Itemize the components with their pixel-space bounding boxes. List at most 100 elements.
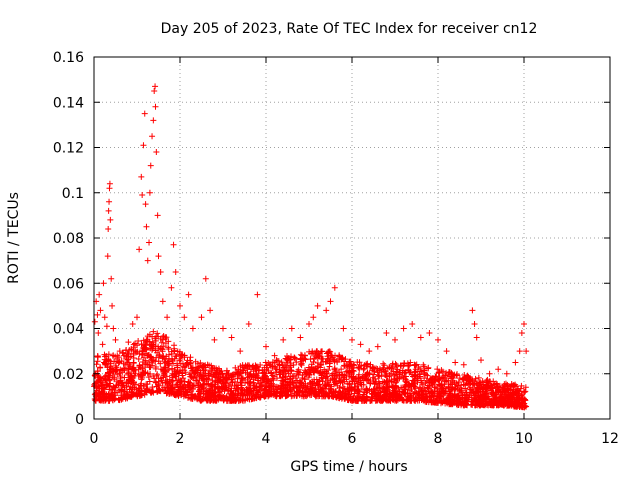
roti-point xyxy=(159,298,166,305)
roti-point xyxy=(200,363,207,370)
roti-point xyxy=(497,392,504,399)
roti-point xyxy=(169,365,176,372)
roti-point xyxy=(155,382,162,389)
roti-point xyxy=(223,384,230,391)
roti-point xyxy=(243,390,250,397)
roti-point xyxy=(517,385,524,392)
roti-point xyxy=(125,371,132,378)
roti-point xyxy=(407,368,414,375)
roti-point xyxy=(131,384,138,391)
roti-point xyxy=(172,391,179,398)
roti-point xyxy=(168,372,175,379)
roti-point xyxy=(381,362,388,369)
roti-point xyxy=(149,133,156,140)
roti-point xyxy=(237,363,244,370)
roti-point xyxy=(466,378,473,385)
roti-point xyxy=(269,372,276,379)
roti-point xyxy=(346,386,353,393)
roti-point xyxy=(326,348,333,355)
roti-point xyxy=(274,357,281,364)
roti-point xyxy=(104,364,111,371)
roti-point xyxy=(486,378,493,385)
roti-point xyxy=(208,382,215,389)
roti-point xyxy=(247,370,254,377)
roti-point xyxy=(228,372,235,379)
roti-point xyxy=(109,302,116,309)
roti-point xyxy=(279,389,286,396)
roti-point xyxy=(372,375,379,382)
roti-point xyxy=(461,371,468,378)
roti-point xyxy=(279,367,286,374)
y-tick-label: 0.16 xyxy=(53,50,84,66)
x-tick-label: 10 xyxy=(515,431,533,447)
roti-point xyxy=(312,391,319,398)
roti-point xyxy=(475,394,482,401)
roti-point xyxy=(223,394,230,401)
roti-point xyxy=(213,370,220,377)
roti-point xyxy=(182,369,189,376)
roti-point xyxy=(355,382,362,389)
roti-point xyxy=(271,352,278,359)
roti-point xyxy=(362,395,369,402)
roti-point xyxy=(446,390,453,397)
roti-point xyxy=(194,360,201,367)
roti-point xyxy=(141,391,148,398)
roti-point xyxy=(162,387,169,394)
roti-point xyxy=(460,361,467,368)
roti-point xyxy=(369,364,376,371)
roti-point xyxy=(153,354,160,361)
roti-point xyxy=(162,363,169,370)
roti-point xyxy=(153,333,160,340)
roti-point xyxy=(181,314,188,321)
roti-point xyxy=(147,364,154,371)
roti-point xyxy=(145,374,152,381)
roti-point xyxy=(433,373,440,380)
roti-point xyxy=(512,381,519,388)
roti-point xyxy=(152,83,159,90)
roti-point xyxy=(327,385,334,392)
roti-point xyxy=(426,385,433,392)
roti-point xyxy=(130,355,137,362)
roti-point xyxy=(97,364,104,371)
roti-point xyxy=(421,367,428,374)
roti-point xyxy=(348,373,355,380)
roti-point xyxy=(394,369,401,376)
roti-point xyxy=(426,330,433,337)
roti-point xyxy=(288,325,295,332)
roti-point xyxy=(121,390,128,397)
roti-point xyxy=(333,380,340,387)
roti-point xyxy=(111,358,118,365)
y-tick-label: 0.14 xyxy=(53,95,84,111)
roti-point xyxy=(489,400,496,407)
roti-point xyxy=(197,397,204,404)
roti-point xyxy=(339,389,346,396)
roti-point xyxy=(302,368,309,375)
roti-point xyxy=(430,375,437,382)
roti-point xyxy=(422,394,429,401)
roti-point xyxy=(460,376,467,383)
roti-point xyxy=(215,394,222,401)
roti-point xyxy=(343,376,350,383)
roti-point xyxy=(522,388,529,395)
roti-point xyxy=(364,370,371,377)
roti-point xyxy=(97,396,104,403)
roti-point xyxy=(185,291,192,298)
roti-point xyxy=(161,358,168,365)
roti-point xyxy=(198,314,205,321)
roti-point xyxy=(146,189,153,196)
roti-point xyxy=(154,388,161,395)
roti-point xyxy=(161,367,168,374)
roti-point xyxy=(392,336,398,343)
roti-point xyxy=(265,377,272,384)
roti-point xyxy=(468,386,475,393)
roti-point xyxy=(220,325,226,332)
roti-point xyxy=(413,361,420,368)
roti-point xyxy=(121,365,128,372)
roti-point xyxy=(430,398,437,405)
roti-point xyxy=(374,343,381,350)
roti-point xyxy=(104,253,111,260)
roti-point xyxy=(116,348,123,355)
roti-point xyxy=(116,370,123,377)
roti-point xyxy=(492,399,499,406)
roti-point xyxy=(418,377,425,384)
